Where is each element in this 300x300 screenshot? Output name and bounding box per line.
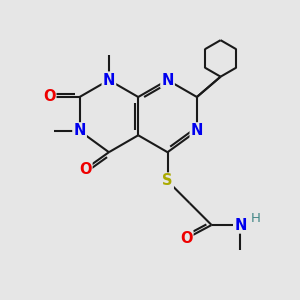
Text: H: H [250, 212, 260, 225]
Text: O: O [180, 231, 192, 246]
Text: O: O [43, 89, 55, 104]
Text: N: N [234, 218, 247, 232]
Text: N: N [161, 73, 174, 88]
Text: O: O [79, 162, 92, 177]
Text: N: N [74, 123, 86, 138]
Text: N: N [191, 123, 203, 138]
Text: S: S [162, 173, 173, 188]
Text: N: N [103, 73, 115, 88]
